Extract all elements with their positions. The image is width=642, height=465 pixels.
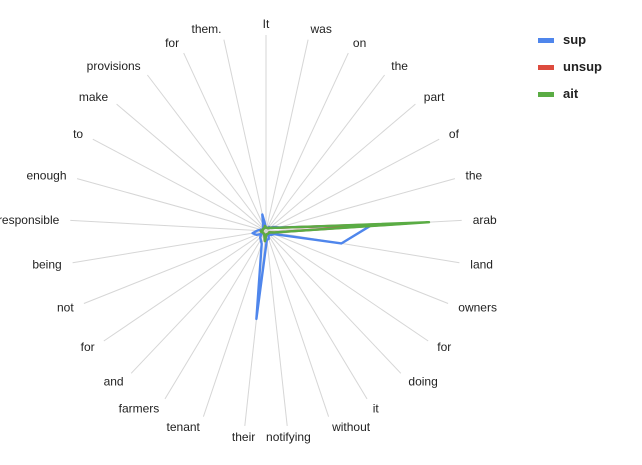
grid-spoke: [265, 52, 349, 232]
grid-spoke: [265, 230, 429, 342]
grid-spoke: [265, 103, 416, 232]
grid-spoke: [265, 230, 288, 426]
grid-spoke: [265, 230, 460, 264]
category-label: It: [263, 17, 270, 31]
grid-spoke: [164, 230, 267, 400]
category-label: for: [165, 36, 179, 50]
category-label: their: [232, 430, 255, 444]
legend-swatch-unsup: [538, 65, 554, 70]
legend-swatch-ait: [538, 92, 554, 97]
series-layer: [251, 213, 431, 321]
category-label: the: [391, 59, 408, 73]
category-label: enough: [26, 169, 66, 183]
grid-spoke: [72, 230, 267, 264]
grid-spoke: [103, 230, 267, 342]
category-label: responsible: [0, 213, 60, 227]
legend: sup unsup ait: [538, 32, 602, 101]
category-label: on: [353, 36, 366, 50]
grid-spoke: [116, 103, 267, 232]
category-label: tenant: [167, 420, 201, 434]
category-labels: It was on the part of the arab land owners for doin…: [0, 17, 497, 444]
legend-label-sup: sup: [563, 32, 586, 47]
category-label: them.: [191, 22, 221, 36]
grid-spoke: [70, 219, 267, 232]
grid-spoke: [244, 230, 267, 426]
category-label: the: [466, 169, 483, 183]
category-label: to: [73, 127, 83, 141]
category-label: was: [310, 22, 332, 36]
category-label: doing: [408, 374, 437, 388]
category-label: farmers: [119, 401, 160, 415]
grid-spoke: [265, 39, 309, 232]
grid-spoke: [76, 178, 267, 232]
grid-spoke: [265, 230, 368, 400]
category-label: arab: [473, 213, 497, 227]
category-label: being: [32, 258, 61, 272]
grid-spoke: [83, 230, 267, 304]
grid-spoke: [92, 138, 267, 232]
category-label: owners: [458, 301, 497, 315]
grid-spoke: [147, 74, 267, 232]
category-label: make: [79, 90, 109, 104]
radar-spokes: [70, 35, 462, 426]
category-label: of: [449, 127, 460, 141]
grid-spoke: [265, 230, 449, 304]
grid-spoke: [265, 230, 402, 374]
category-label: notifying: [266, 430, 311, 444]
legend-swatch-sup: [538, 38, 554, 43]
grid-spoke: [202, 230, 267, 417]
legend-label-unsup: unsup: [563, 59, 602, 74]
category-label: and: [104, 374, 124, 388]
grid-spoke: [265, 230, 330, 417]
series-ait-line: [259, 220, 431, 243]
category-label: for: [81, 340, 95, 354]
category-label: it: [373, 401, 380, 415]
category-label: not: [57, 301, 74, 315]
category-label: without: [331, 420, 371, 434]
grid-spoke: [265, 138, 440, 232]
grid-spoke: [265, 74, 385, 232]
grid-spoke: [130, 230, 267, 374]
grid-spoke: [223, 39, 267, 232]
category-label: provisions: [87, 59, 141, 73]
legend-label-ait: ait: [563, 86, 579, 101]
category-label: land: [470, 258, 493, 272]
category-label: part: [424, 90, 445, 104]
grid-spoke: [265, 178, 456, 232]
category-label: for: [437, 340, 451, 354]
grid-spoke: [183, 52, 267, 232]
